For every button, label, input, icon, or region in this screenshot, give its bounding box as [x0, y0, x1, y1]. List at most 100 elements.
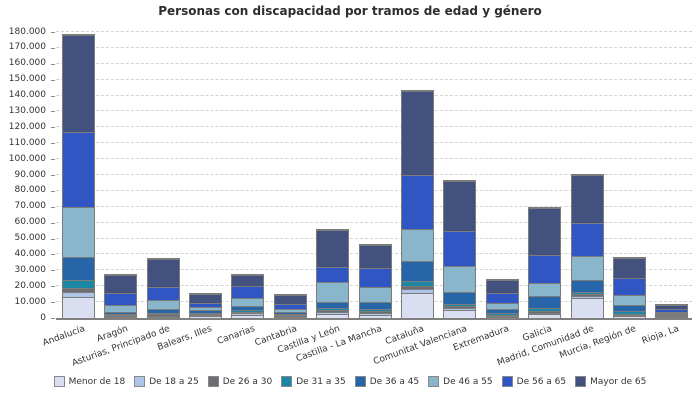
legend-label: De 26 a 30: [222, 376, 273, 387]
bar-segment: [359, 268, 391, 287]
bar-segment: [401, 286, 433, 290]
gridline: [56, 78, 692, 80]
bar-segment: [571, 280, 603, 292]
bar-asturias-principado-de: [146, 258, 180, 318]
gridline: [56, 94, 692, 96]
bar-segment: [486, 279, 518, 293]
bar-segment: [359, 286, 391, 303]
bar-segment: [232, 314, 264, 318]
bar-segment: [317, 312, 349, 315]
bar-segment: [613, 294, 645, 305]
bar-castilla-y-le-n: [316, 229, 350, 318]
y-tick-mark: [51, 286, 55, 288]
y-tick-mark: [51, 254, 55, 256]
bar-cantabria: [273, 293, 307, 318]
legend-swatch: [428, 376, 440, 387]
bar-castilla-la-mancha: [358, 244, 392, 318]
bar-segment: [613, 278, 645, 295]
bar-segment: [656, 314, 688, 315]
bar-segment: [62, 206, 94, 257]
bar-segment: [232, 298, 264, 306]
y-tick-label: 40.000: [14, 248, 47, 259]
bar-segment: [189, 313, 221, 315]
bar-catalu-a: [400, 89, 434, 318]
gridline: [56, 189, 692, 191]
bar-segment: [401, 281, 433, 287]
bar-balears-illes: [188, 293, 222, 318]
gridline: [56, 110, 692, 112]
bar-segment: [105, 316, 137, 318]
bar-segment: [656, 311, 688, 313]
gridline: [56, 174, 692, 175]
legend-label: De 46 a 55: [443, 376, 493, 387]
bar-segment: [274, 314, 306, 316]
gridline: [56, 205, 692, 207]
bar-extremadura: [485, 278, 519, 318]
y-tick-label: 90.000: [14, 169, 47, 180]
bar-segment: [105, 315, 137, 317]
y-tick-label: 10.000: [14, 296, 47, 307]
x-tick-label: Murcia, Región de: [558, 324, 638, 361]
bar-segment: [613, 304, 645, 312]
bar-segment: [571, 223, 603, 257]
bar-segment: [613, 314, 645, 316]
bar-segment: [274, 313, 306, 315]
legend-label: De 18 a 25: [149, 376, 199, 387]
bar-segment: [189, 315, 221, 317]
bar-segment: [401, 292, 433, 318]
legend-item: Menor de 18: [53, 376, 125, 387]
bar-segment: [444, 307, 476, 311]
legend-item: De 46 a 55: [428, 376, 493, 387]
bar-segment: [317, 281, 349, 302]
bar-segment: [317, 266, 349, 282]
x-tick-label: Andalucía: [41, 324, 87, 349]
bar-murcia-regi-n-de: [612, 257, 646, 318]
legend-swatch: [207, 376, 219, 387]
bar-segment: [486, 315, 518, 317]
y-tick-mark: [51, 270, 55, 272]
gridline: [56, 158, 692, 160]
bar-segment: [401, 229, 433, 262]
y-tick-mark: [51, 32, 55, 33]
bar-segment: [317, 310, 349, 313]
bar-segment: [401, 90, 433, 176]
bar-segment: [486, 316, 518, 318]
bar-segment: [529, 295, 561, 309]
bar-segment: [444, 306, 476, 308]
bar-segment: [486, 313, 518, 315]
bar-segment: [62, 291, 94, 297]
bar-canarias: [231, 274, 265, 318]
bar-segment: [486, 314, 518, 316]
bar-segment: [232, 285, 264, 299]
y-tick-mark: [51, 79, 55, 81]
bar-segment: [401, 261, 433, 281]
bar-segment: [274, 316, 306, 318]
bar-segment: [444, 180, 476, 231]
bar-segment: [62, 256, 94, 281]
bar-segment: [105, 314, 137, 316]
gridline: [56, 62, 692, 64]
legend-swatch: [354, 376, 366, 387]
y-tick-mark: [51, 143, 55, 145]
y-tick-mark: [51, 47, 55, 49]
gridline: [56, 142, 692, 144]
bar-segment: [571, 298, 603, 318]
y-tick-mark: [51, 206, 55, 208]
y-tick-label: 110.000: [8, 137, 46, 148]
bar-segment: [444, 292, 476, 305]
y-tick-label: 150.000: [8, 74, 46, 85]
bar-segment: [317, 230, 349, 267]
gridline: [56, 31, 692, 32]
bar-segment: [359, 314, 391, 318]
y-tick-mark: [51, 63, 55, 65]
bar-segment: [486, 303, 518, 310]
bar-segment: [571, 296, 603, 299]
bar-comunitat-valenciana: [443, 179, 477, 318]
bar-segment: [274, 294, 306, 304]
legend-item: De 56 a 65: [501, 376, 566, 387]
bar-madrid-comunidad-de: [570, 174, 604, 318]
y-tick-label: 0: [40, 312, 46, 323]
y-tick-label: 170.000: [8, 42, 46, 53]
bar-segment: [105, 311, 137, 314]
